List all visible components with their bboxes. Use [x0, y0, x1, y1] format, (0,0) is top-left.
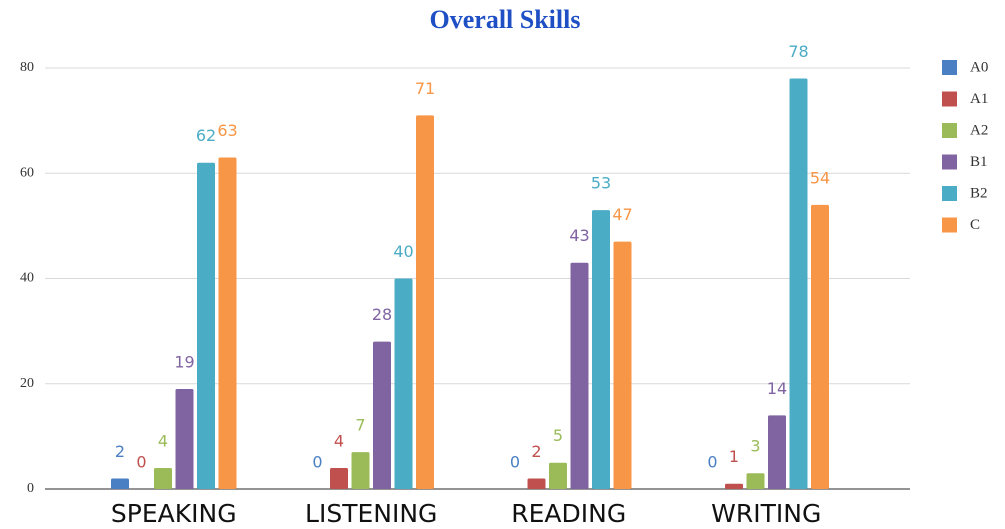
bar — [746, 473, 765, 489]
data-label: 7 — [355, 416, 365, 435]
bar — [811, 204, 829, 489]
data-label: 53 — [591, 174, 611, 193]
bar — [592, 210, 610, 489]
bar — [197, 162, 215, 489]
data-label: 14 — [767, 379, 787, 398]
legend-swatch — [942, 91, 957, 107]
legend-swatch — [942, 123, 957, 138]
data-label: 4 — [158, 431, 168, 450]
data-label: 78 — [788, 42, 808, 61]
data-label: 5 — [553, 426, 563, 445]
bar — [394, 278, 413, 489]
bar — [725, 483, 743, 489]
bar — [154, 467, 172, 489]
bar — [613, 241, 632, 489]
legend-swatch — [942, 217, 957, 233]
data-label: 62 — [196, 126, 216, 145]
data-label: 2 — [531, 442, 541, 461]
data-label: 0 — [136, 453, 146, 472]
legend-label: A1 — [970, 91, 988, 107]
legend-label: A2 — [970, 122, 988, 138]
y-tick-label: 0 — [27, 481, 34, 496]
legend-swatch — [942, 60, 957, 75]
legend-label: B1 — [970, 154, 988, 170]
data-label: 0 — [312, 453, 322, 472]
data-label: 19 — [174, 353, 194, 372]
legend-label: A0 — [970, 59, 988, 75]
bar — [111, 478, 129, 489]
bar — [527, 478, 546, 489]
data-label: 2 — [115, 442, 125, 461]
legend-swatch — [942, 186, 957, 201]
data-label: 63 — [217, 121, 237, 140]
legend-label: C — [970, 217, 980, 233]
data-label: 47 — [612, 205, 632, 224]
x-tick-label: READING — [511, 499, 626, 528]
x-tick-label: SPEAKING — [111, 499, 237, 528]
bar — [373, 341, 391, 489]
x-tick-label: LISTENING — [305, 499, 437, 528]
y-tick-label: 40 — [20, 271, 34, 286]
bar — [175, 389, 194, 489]
y-tick-label: 20 — [20, 376, 34, 391]
data-label: 54 — [810, 168, 830, 187]
bar — [549, 462, 567, 489]
data-label: 4 — [334, 431, 344, 450]
y-tick-label: 60 — [20, 165, 34, 180]
bar — [218, 157, 237, 489]
data-label: 71 — [415, 79, 435, 98]
bar — [330, 467, 348, 489]
chart-title: Overall Skills — [430, 5, 581, 34]
bar — [570, 262, 589, 489]
data-label: 43 — [569, 226, 589, 245]
x-tick-label: WRITING — [711, 499, 821, 528]
bar — [789, 78, 808, 490]
data-label: 3 — [750, 437, 760, 456]
bar — [416, 115, 434, 490]
data-label: 0 — [510, 453, 520, 472]
data-label: 0 — [707, 453, 717, 472]
legend-label: B2 — [970, 185, 988, 201]
data-label: 40 — [393, 242, 413, 261]
legend-swatch — [942, 154, 957, 170]
bar — [768, 415, 786, 489]
y-tick-label: 80 — [20, 60, 34, 75]
data-label: 1 — [729, 447, 739, 466]
bar — [351, 452, 370, 489]
data-label: 28 — [372, 305, 392, 324]
